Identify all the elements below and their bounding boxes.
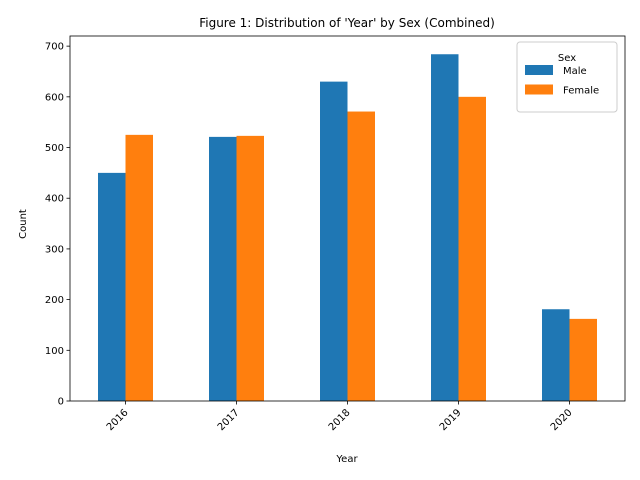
y-tick-label: 500 (45, 143, 64, 154)
bar-female-2020 (569, 318, 597, 401)
legend-label-female: Female (563, 86, 599, 97)
bar-male-2016 (98, 172, 126, 401)
x-tick-label: 2016 (105, 407, 131, 433)
y-tick-label: 400 (45, 194, 64, 205)
y-tick-label: 300 (45, 244, 64, 255)
legend: Sex Male Female (516, 41, 618, 113)
bar-male-2020 (542, 309, 570, 401)
y-tick-label: 600 (45, 92, 64, 103)
bar-female-2018 (347, 111, 375, 401)
y-tick-label: 100 (45, 346, 64, 357)
legend-title: Sex (558, 53, 576, 64)
legend-label-male: Male (563, 66, 587, 77)
plot-area: 0 100 200 300 400 500 600 700 2016 2017 2018 2019 20… (45, 35, 626, 433)
x-axis-label: Year (335, 454, 358, 465)
bar-female-2017 (236, 135, 264, 402)
y-tick-label: 0 (58, 397, 64, 408)
legend-swatch-male (525, 65, 553, 75)
y-tick-label: 200 (45, 295, 64, 306)
x-tick-label: 2018 (327, 407, 353, 433)
y-tick-label: 700 (45, 42, 64, 53)
chart-title: Figure 1: Distribution of 'Year' by Sex … (199, 16, 495, 30)
bar-female-2019 (458, 96, 486, 401)
x-tick-label: 2017 (216, 407, 242, 433)
bar-male-2019 (431, 54, 459, 401)
bar-female-2016 (125, 134, 153, 401)
x-tick-label: 2019 (438, 407, 464, 433)
bar-male-2017 (209, 136, 237, 401)
y-axis-label: Count (18, 209, 29, 239)
bar-male-2018 (320, 81, 348, 401)
x-tick-label: 2020 (549, 407, 575, 433)
legend-swatch-female (525, 84, 553, 95)
